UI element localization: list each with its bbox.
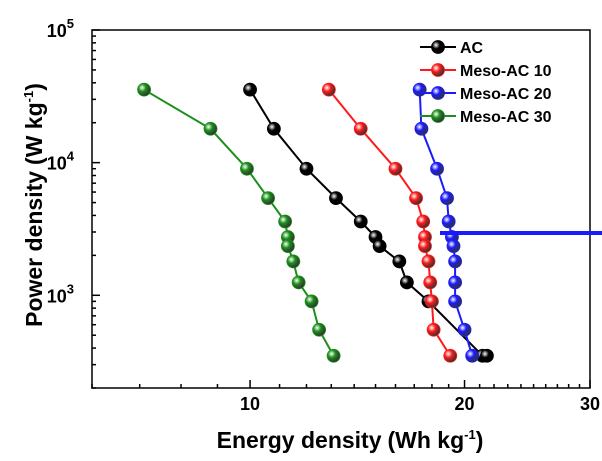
data-point [326,348,341,363]
data-point [353,214,368,229]
legend-label: AC [460,40,484,57]
data-point [286,254,301,269]
y-axis-title: Power density(W kg-1) [21,83,47,327]
data-point [418,239,432,253]
data-point [440,191,454,206]
data-point [266,121,281,136]
data-point [441,214,456,229]
data-point [278,214,293,229]
legend-marker [431,86,445,100]
data-point [137,82,151,97]
data-point [448,254,463,269]
data-point [399,275,414,290]
data-point [392,254,407,269]
data-point [425,294,439,309]
data-point [457,322,472,337]
data-point [421,254,436,269]
data-point [353,121,368,136]
data-point [291,275,306,290]
data-point [480,348,494,363]
data-point [329,191,343,206]
data-point [203,121,218,136]
data-point [423,275,438,290]
data-point [409,191,423,206]
data-point [312,322,327,337]
data-point [412,82,427,97]
data-point [448,294,463,309]
legend-label: Meso-AC 20 [460,86,552,103]
x-tick-label: 20 [455,394,475,414]
data-point [426,322,441,337]
data-point [465,348,480,363]
data-point [240,161,254,176]
data-point [372,239,387,253]
legend: AC Meso-AC 10 Meso-AC 20 Meso-AC 30 [420,40,552,126]
legend-label: Meso-AC 10 [460,63,552,80]
legend-label: Meso-AC 30 [460,109,552,126]
y-tick-label: 105 [47,16,74,41]
x-tick-label: 30 [580,394,600,414]
data-point [443,348,458,363]
series-line [143,88,335,357]
data-point [388,161,403,176]
data-point [243,82,257,97]
x-tick-label: 10 [240,394,260,414]
data-point [414,121,429,136]
legend-marker [431,40,445,54]
legend-marker [431,109,445,123]
data-point [261,191,275,206]
data-point [304,294,319,309]
data-point [321,82,336,97]
data-point [416,214,431,229]
series-line [328,89,452,357]
y-tick-label: 104 [47,149,75,174]
data-point [448,275,463,290]
data-point [446,239,461,253]
data-point [299,161,314,176]
plot-frame [91,29,591,389]
x-axis-title: Energy density (Wh kg-1) [217,427,484,453]
data-point [430,161,444,176]
data-point [280,239,295,253]
y-tick-label: 103 [47,281,74,306]
legend-marker [431,63,445,77]
